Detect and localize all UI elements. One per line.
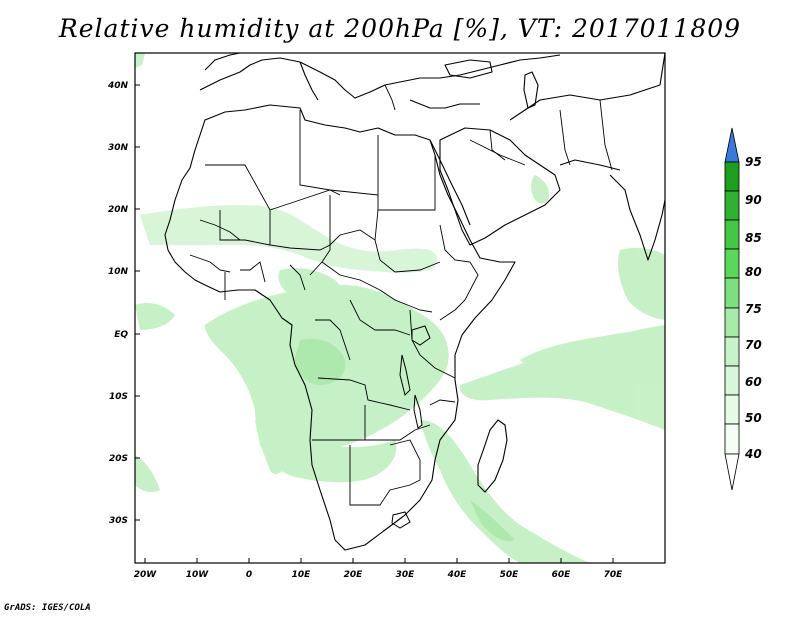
lakes: [391, 325, 431, 529]
colorbar-segment: [724, 190, 740, 221]
lon-label: 10W: [186, 570, 210, 580]
lon-label: 30E: [396, 570, 416, 580]
colorbar-label: 50: [745, 411, 762, 425]
map-panel: [134, 52, 666, 564]
colorbar: [724, 127, 740, 491]
colorbar-segment: [724, 161, 740, 192]
lon-label: 70E: [604, 570, 624, 580]
colorbar-label: 70: [745, 338, 762, 352]
colorbar-segment: [724, 336, 740, 367]
colorbar-segment: [724, 219, 740, 250]
colorbar-segment: [724, 423, 740, 455]
colorbar-segment: [724, 248, 740, 279]
colorbar-segment: [724, 277, 740, 309]
lon-label: 60E: [552, 570, 572, 580]
lon-label: 20E: [344, 570, 364, 580]
colorbar-label: 75: [745, 302, 762, 316]
colorbar-label: 95: [745, 155, 762, 169]
colorbar-label: 80: [745, 265, 762, 279]
lat-label: 10N: [108, 267, 129, 277]
colorbar-segment: [724, 365, 740, 396]
map-frame: [134, 52, 666, 564]
colorbar-label: 90: [745, 193, 762, 207]
colorbar-label: 40: [744, 447, 762, 461]
lat-label: 10S: [109, 392, 128, 402]
lon-label: 10E: [292, 570, 312, 580]
lon-axis: 20W 10W 0 10E 20E 30E 40E 50E 60E 70E: [134, 558, 623, 580]
credit-footer: GrADS: IGES/COLA: [4, 603, 91, 613]
lat-label: 20S: [109, 454, 128, 464]
lat-label: 20N: [108, 205, 129, 215]
lon-label: 0: [246, 570, 252, 580]
colorbar-above-max: [724, 127, 740, 163]
colorbar-segment: [724, 307, 740, 338]
lat-label: EQ: [114, 330, 128, 340]
colorbar-segment: [724, 394, 740, 425]
lon-label: 50E: [500, 570, 520, 580]
lon-label: 20W: [134, 570, 158, 580]
lat-label: 30S: [109, 516, 128, 526]
lat-label: 30N: [108, 143, 129, 153]
colorbar-label: 60: [745, 375, 762, 389]
country-borders: [189, 84, 613, 506]
colorbar-labels: 95 90 85 80 75 70 60 50 40: [744, 155, 762, 461]
humidity-shading: [135, 53, 665, 563]
map-title: Relative humidity at 200hPa [%], VT: 201…: [58, 14, 742, 43]
colorbar-below-min: [724, 453, 740, 491]
lat-label: 40N: [107, 81, 129, 91]
lon-label: 40E: [447, 570, 468, 580]
lat-axis: 40N 30N 20N 10N EQ 10S 20S 30S: [107, 81, 140, 526]
coastlines: [164, 52, 666, 551]
colorbar-label: 85: [745, 231, 762, 245]
